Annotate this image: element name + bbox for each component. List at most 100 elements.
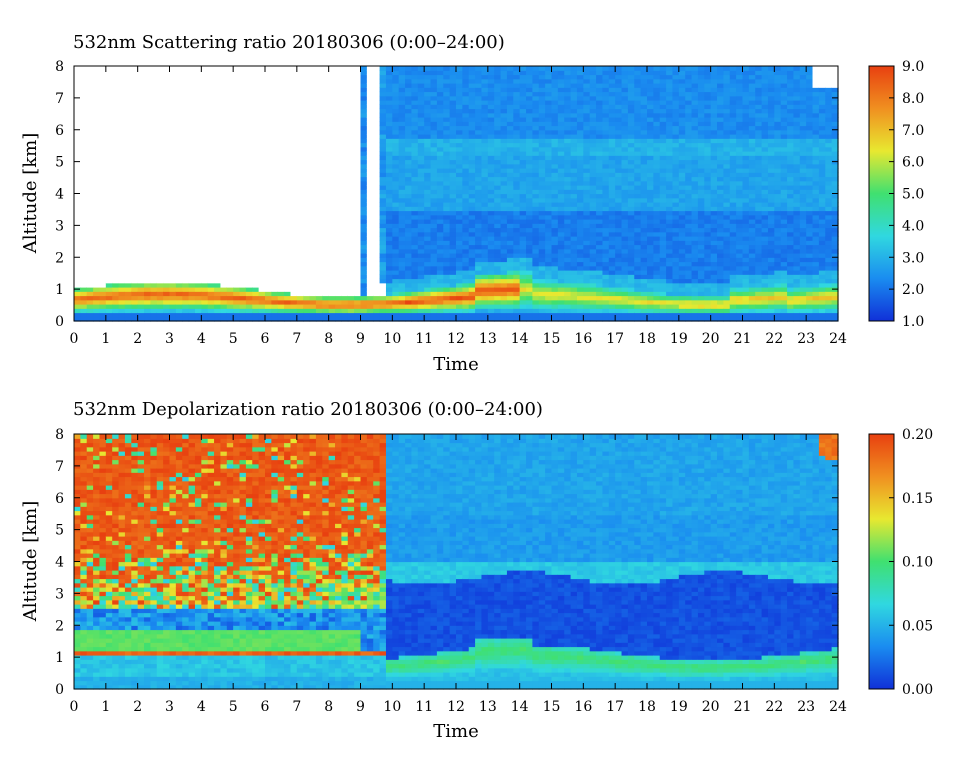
heatmap-cell [93, 240, 101, 246]
heatmap-cell [462, 159, 470, 165]
heatmap-cell [424, 227, 432, 233]
heatmap-cell [424, 287, 432, 292]
heatmap-cell [589, 138, 597, 144]
heatmap-cell [411, 66, 419, 71]
heatmap-cell [506, 291, 514, 297]
heatmap-cell [105, 227, 113, 233]
heatmap-cell [290, 240, 298, 246]
heatmap-cell [150, 134, 158, 139]
heatmap-cell [175, 244, 183, 250]
heatmap-cell [201, 142, 209, 148]
heatmap-cell [468, 231, 476, 237]
heatmap-cell [545, 308, 553, 314]
heatmap-cell [131, 316, 139, 322]
heatmap-cell [296, 278, 304, 284]
heatmap-cell [265, 244, 272, 250]
heatmap-cell [335, 87, 342, 93]
heatmap-cell [233, 244, 241, 250]
heatmap-cell [564, 244, 572, 250]
heatmap-cell [589, 197, 597, 203]
heatmap-cell [226, 248, 234, 254]
heatmap-cell [144, 100, 151, 105]
heatmap-cell [443, 253, 451, 258]
heatmap-cell [335, 261, 342, 267]
heatmap-cell [169, 70, 177, 76]
heatmap-cell [252, 159, 260, 165]
heatmap-cell [277, 287, 285, 292]
heatmap-cell [532, 257, 540, 263]
heatmap-cell [538, 138, 546, 144]
heatmap-cell [506, 142, 514, 148]
heatmap-cell [341, 172, 349, 178]
heatmap-cell [296, 231, 304, 237]
heatmap-cell [570, 210, 578, 216]
heatmap-cell [532, 210, 540, 216]
heatmap-cell [424, 231, 432, 237]
heatmap-cell [80, 299, 88, 305]
heatmap-cell [411, 134, 419, 139]
heatmap-cell [182, 83, 190, 88]
heatmap-cell [494, 244, 502, 250]
heatmap-cell [144, 206, 151, 212]
heatmap-cell [532, 189, 540, 195]
heatmap-cell [175, 312, 183, 318]
heatmap-cell [481, 274, 489, 280]
heatmap-cell [341, 146, 349, 152]
heatmap-cell [220, 129, 228, 135]
heatmap-cell [430, 240, 438, 246]
heatmap-cell [163, 270, 171, 275]
heatmap-cell [481, 287, 489, 292]
heatmap-cell [456, 163, 463, 169]
heatmap-cell [538, 202, 546, 207]
heatmap-cell [430, 78, 438, 84]
heatmap-cell [468, 236, 476, 241]
heatmap-cell [443, 236, 451, 241]
heatmap-cell [93, 155, 101, 161]
heatmap-cell [112, 248, 120, 254]
heatmap-cell [131, 112, 139, 118]
heatmap-cell [214, 291, 222, 297]
heatmap-cell [576, 129, 584, 135]
heatmap-cell [105, 78, 113, 84]
heatmap-cell [296, 172, 304, 178]
heatmap-cell [194, 282, 202, 288]
heatmap-cell [500, 206, 508, 212]
heatmap-cell [188, 163, 196, 169]
heatmap-cell [284, 278, 292, 284]
heatmap-cell [105, 176, 113, 182]
heatmap-cell [265, 274, 272, 280]
heatmap-cell [245, 134, 253, 139]
heatmap-cell [557, 189, 565, 195]
heatmap-cell [475, 270, 483, 275]
heatmap-cell [182, 193, 190, 199]
heatmap-cell [124, 168, 132, 173]
heatmap-cell [315, 219, 323, 224]
heatmap-cell [315, 78, 323, 84]
heatmap-cell [245, 299, 253, 305]
heatmap-cell [233, 91, 241, 97]
heatmap-cell [226, 227, 234, 233]
heatmap-cell [373, 261, 381, 267]
heatmap-cell [258, 112, 266, 118]
heatmap-cell [576, 155, 584, 161]
heatmap-cell [526, 214, 533, 220]
heatmap-cell [443, 100, 451, 105]
heatmap-cell [271, 151, 279, 156]
heatmap-cell [265, 248, 272, 254]
heatmap-cell [443, 197, 451, 203]
heatmap-cell [265, 185, 272, 190]
heatmap-cell [296, 74, 304, 80]
heatmap-cell [175, 265, 183, 271]
heatmap-cell [379, 163, 387, 169]
heatmap-cell [341, 91, 349, 97]
heatmap-cell [379, 287, 387, 292]
heatmap-cell [424, 295, 432, 301]
heatmap-cell [430, 155, 438, 161]
heatmap-cell [322, 316, 330, 322]
heatmap-cell [538, 304, 546, 309]
heatmap-cell [481, 91, 489, 97]
heatmap-cell [589, 299, 597, 305]
heatmap-cell [137, 100, 145, 105]
heatmap-cell [80, 231, 88, 237]
heatmap-cell [596, 270, 604, 275]
